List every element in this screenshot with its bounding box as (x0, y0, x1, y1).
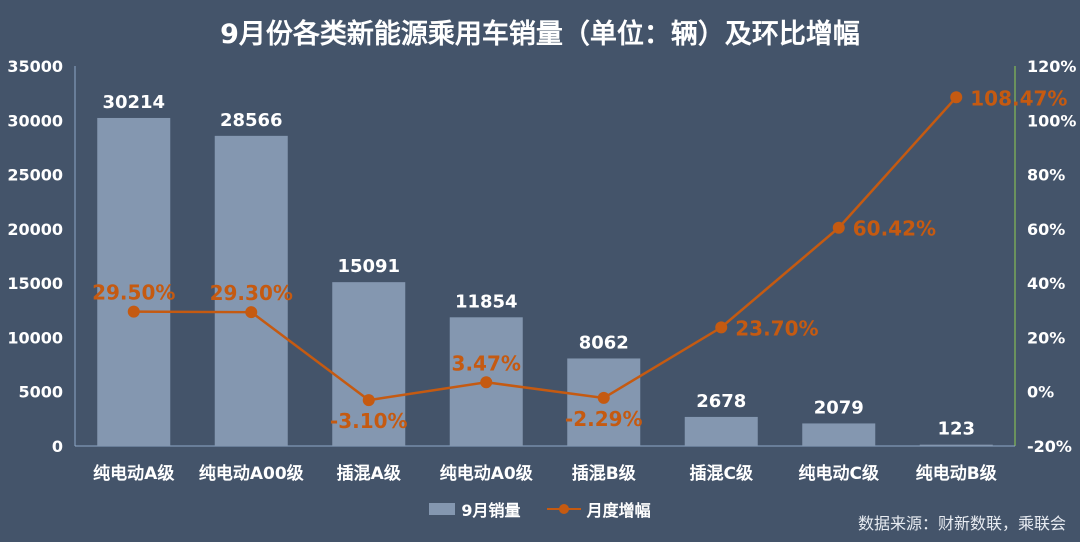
line-value-label: 108.47% (970, 86, 1067, 110)
line-value-label: 3.47% (452, 351, 521, 375)
line-point (597, 391, 610, 404)
y-tick-label-left: 10000 (7, 328, 63, 347)
growth-line (133, 96, 958, 402)
line-point (715, 321, 728, 334)
line-value-label: -3.10% (330, 409, 408, 433)
bar-value-label: 15091 (337, 256, 400, 277)
line-point (245, 306, 258, 319)
bar (214, 135, 288, 446)
line-value-label: -2.29% (565, 407, 643, 431)
x-tick-label: 纯电动A00级 (199, 463, 304, 484)
bar (332, 282, 406, 446)
y-tick-label-right: 40% (1027, 274, 1065, 293)
bar-value-label: 11854 (455, 291, 518, 312)
legend-item-sales: 9月销量 (429, 497, 521, 521)
legend-swatch-line (546, 503, 581, 515)
y-tick-label-left: 15000 (7, 274, 63, 293)
legend-label-growth: 月度增幅 (586, 501, 651, 520)
line-value-label: 29.50% (92, 281, 175, 305)
line-point (832, 221, 845, 234)
line-value-label: 29.30% (210, 281, 293, 305)
bar-value-label: 2079 (814, 397, 864, 418)
y-tick-label-left: 0 (52, 437, 63, 456)
x-tick-label: 纯电动C级 (799, 463, 879, 484)
x-tick-label: 插混B级 (572, 463, 636, 484)
line-value-label: 23.70% (735, 316, 818, 340)
line-point (362, 394, 375, 407)
line-point (950, 91, 963, 104)
y-tick-label-left: 20000 (7, 220, 63, 239)
y-tick-label-left: 25000 (7, 166, 63, 185)
y-tick-label-right: 100% (1027, 111, 1076, 130)
legend-swatch-bar (429, 503, 456, 515)
legend-item-growth: 月度增幅 (546, 497, 651, 521)
chart-title: 9月份各类新能源乘用车销量（单位：辆）及环比增幅 (220, 19, 860, 50)
x-tick-label: 纯电动A0级 (440, 463, 533, 484)
bar-value-label: 8062 (579, 332, 629, 353)
source-note: 数据来源：财新数联，乘联会 (857, 514, 1066, 533)
bar (919, 444, 993, 446)
x-tick-label: 纯电动A级 (93, 463, 174, 484)
y-tick-label-right: 60% (1027, 220, 1065, 239)
legend-label-sales: 9月销量 (461, 501, 521, 520)
bar (802, 423, 876, 446)
bar-value-label: 2678 (696, 391, 746, 412)
bar-series (97, 117, 993, 447)
bar-value-label: 123 (937, 419, 975, 440)
legend: 9月销量 月度增幅 (0, 497, 1080, 521)
y-tick-label-right: 80% (1027, 166, 1065, 185)
line-series (127, 91, 963, 407)
y-tick-label-right: -20% (1027, 437, 1072, 456)
line-point (480, 376, 493, 389)
y-tick-label-right: 20% (1027, 328, 1065, 347)
bar-value-label: 30214 (102, 92, 165, 113)
x-tick-label: 插混C级 (690, 463, 753, 484)
line-point (127, 305, 140, 318)
y-tick-label-right: 0% (1027, 383, 1054, 402)
bar (97, 117, 171, 447)
y-tick-label-left: 30000 (7, 111, 63, 130)
bar (684, 416, 758, 446)
x-tick-label: 纯电动B级 (916, 463, 997, 484)
line-value-label: 60.42% (853, 217, 936, 241)
y-tick-label-left: 35000 (7, 57, 63, 76)
data-labels: 30214 28566 15091 11854 8062 2678 2079 123 29.50… (92, 86, 1067, 439)
bar-value-label: 28566 (220, 110, 283, 131)
y-tick-label-left: 5000 (18, 383, 63, 402)
y-tick-label-right: 120% (1027, 57, 1076, 76)
x-tick-label: 插混A级 (337, 463, 401, 484)
